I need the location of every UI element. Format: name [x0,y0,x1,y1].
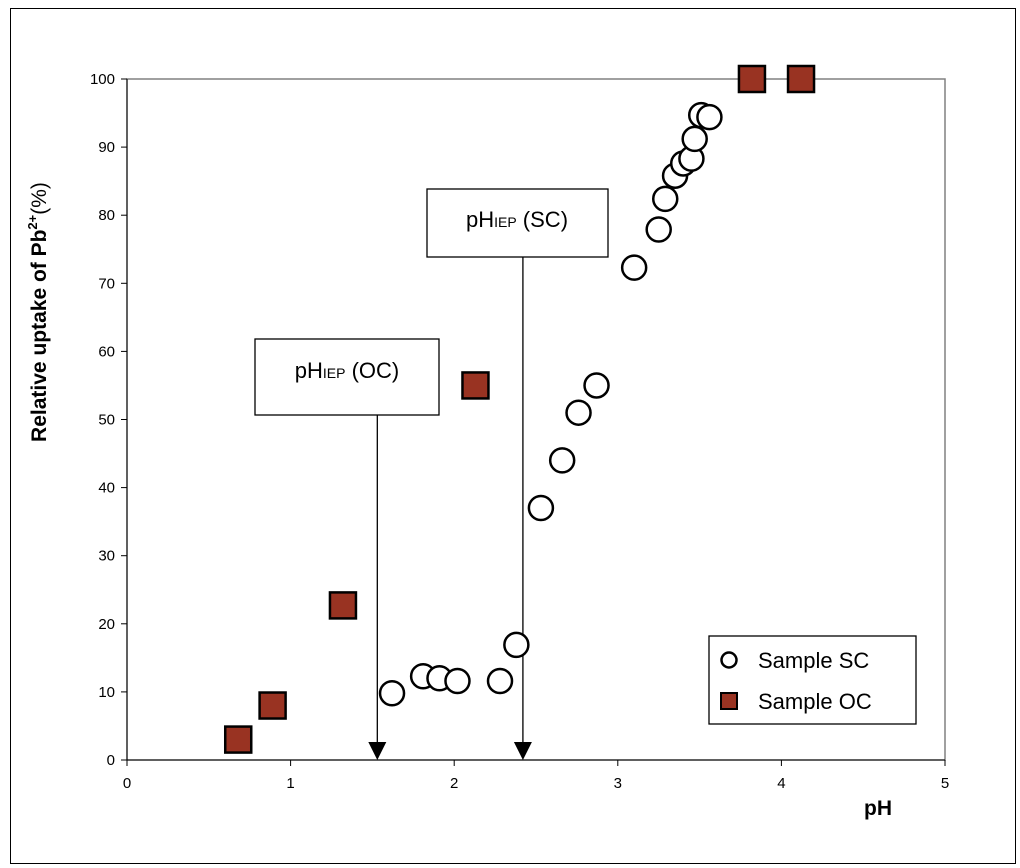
annotation-rest-sc: (SC) [517,207,568,232]
y-tick-label: 50 [98,412,115,429]
y-tick-label: 90 [98,139,115,156]
y-ticks: 0 10 20 30 40 50 60 70 80 90 100 [90,71,127,769]
point-sample-oc [737,64,767,94]
y-tick-label: 0 [107,752,115,769]
annotation-ph-iep-sc: pHIEP (SC) [426,188,609,760]
arrowhead-sc [513,742,532,760]
y-tick-label: 40 [98,480,115,497]
x-tick-label: 2 [450,775,458,792]
point-sample-sc [527,494,555,522]
x-tick-label: 4 [777,775,785,792]
point-sample-sc [486,667,514,695]
annotation-text-sc: pHIEP (SC) [466,207,568,232]
legend-box [708,635,917,725]
point-sample-sc [444,667,471,695]
x-tick-label: 1 [286,775,294,792]
annotation-sub-sc: IEP [494,214,517,230]
point-sample-sc [620,254,648,281]
y-axis-title-sup: 2+ [25,214,40,229]
x-ticks: 0 1 2 3 4 5 [123,760,949,792]
point-sample-oc [328,591,358,620]
point-sample-oc [786,64,816,94]
point-sample-sc [378,680,406,707]
point-sample-sc [548,447,576,474]
point-sample-sc [645,216,672,243]
annotation-box-oc [254,338,440,416]
y-tick-label: 60 [98,343,115,360]
point-sample-oc [461,371,490,400]
y-axis-title-suffix: (%) [28,182,51,215]
x-tick-label: 3 [614,775,622,792]
y-tick-label: 70 [98,275,115,292]
annotation-box-sc [426,188,609,258]
legend: Sample SC Sample OC [708,635,917,725]
point-sample-oc [258,691,287,720]
legend-marker-oc [720,692,738,710]
y-tick-label: 30 [98,548,115,565]
x-axis-title: pH [864,797,892,820]
legend-label-oc: Sample OC [758,689,872,714]
y-tick-label: 80 [98,207,115,224]
data-points [223,64,816,754]
legend-marker-sc [720,651,738,669]
annotation-sub-oc: IEP [323,365,346,381]
annotation-main-oc: pH [295,358,323,383]
legend-label-sc: Sample SC [758,648,869,673]
point-sample-sc [583,372,610,399]
y-tick-label: 100 [90,71,115,88]
annotation-rest-oc: (OC) [345,358,399,383]
point-sample-sc [651,185,679,213]
x-tick-label: 0 [123,775,131,792]
y-axis-title: Relative uptake of Pb2+(%) [25,182,51,442]
point-sample-sc [565,399,592,426]
point-sample-sc [503,631,530,659]
annotation-text-oc: pHIEP (OC) [295,358,399,383]
annotation-main-sc: pH [466,207,494,232]
y-axis-title-main: Relative uptake of Pb [28,230,51,442]
y-tick-label: 10 [98,684,115,701]
point-sample-oc [223,725,253,754]
point-sample-sc [681,125,708,153]
arrowhead-oc [368,742,387,760]
annotation-ph-iep-oc: pHIEP (OC) [254,338,440,760]
y-tick-label: 20 [98,616,115,633]
x-tick-label: 5 [941,775,949,792]
point-sample-sc [696,103,723,131]
